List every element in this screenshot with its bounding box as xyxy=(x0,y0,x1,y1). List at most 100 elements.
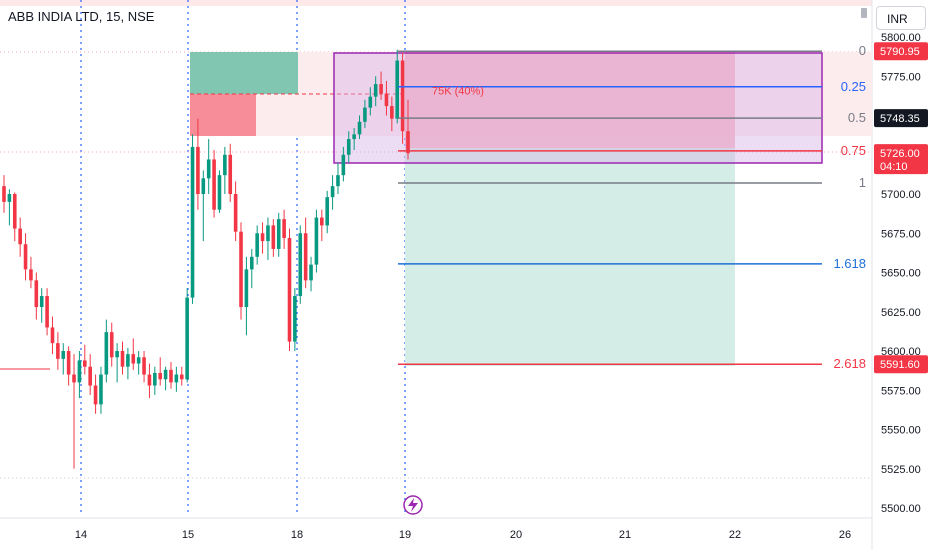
time-tick-label: 22 xyxy=(729,529,741,541)
candle-body[interactable] xyxy=(50,327,55,344)
candle-body[interactable] xyxy=(320,217,324,226)
candle-body[interactable] xyxy=(223,154,227,176)
candle-body[interactable] xyxy=(126,354,130,367)
candle-body[interactable] xyxy=(233,194,238,232)
candle-body[interactable] xyxy=(303,233,308,281)
fib-level-label: 0 xyxy=(859,43,866,58)
price-tag-value: 5748.35 xyxy=(880,113,920,125)
scale-handle-icon[interactable] xyxy=(861,8,867,18)
candle-body[interactable] xyxy=(120,351,125,367)
candle-body[interactable] xyxy=(163,369,168,380)
candle-body[interactable] xyxy=(196,146,200,194)
candle-body[interactable] xyxy=(142,357,146,375)
candle-body[interactable] xyxy=(201,178,206,194)
candle-body[interactable] xyxy=(271,225,276,249)
candle-body[interactable] xyxy=(244,269,249,308)
candle-body[interactable] xyxy=(115,351,119,358)
price-tick-label: 5675.00 xyxy=(881,228,921,240)
time-tick-label: 14 xyxy=(75,529,87,541)
candle-body[interactable] xyxy=(93,385,98,405)
candle-body[interactable] xyxy=(293,296,297,342)
candle-body[interactable] xyxy=(174,374,179,383)
candle-body[interactable] xyxy=(330,186,335,198)
candle-body[interactable] xyxy=(309,264,313,281)
candle-body[interactable] xyxy=(357,121,362,135)
profit-zone xyxy=(405,148,735,366)
candle-body[interactable] xyxy=(190,146,195,298)
candle-body[interactable] xyxy=(228,154,233,194)
candle-body[interactable] xyxy=(99,374,103,405)
candle-body[interactable] xyxy=(352,134,356,140)
candle-body[interactable] xyxy=(363,107,367,122)
candle-body[interactable] xyxy=(249,256,254,270)
candle-body[interactable] xyxy=(153,372,157,386)
candle-body[interactable] xyxy=(346,139,351,155)
fib-retracement[interactable]: 0 0.25 0.5 0.75 1 1.618 2.618 75K (40%) xyxy=(398,43,866,371)
candle-body[interactable] xyxy=(147,374,152,386)
candle-body[interactable] xyxy=(255,233,259,257)
candle-body[interactable] xyxy=(34,280,39,308)
candle-body[interactable] xyxy=(185,297,189,380)
candles-layer[interactable] xyxy=(2,49,410,469)
candle-body[interactable] xyxy=(325,197,329,226)
candle-body[interactable] xyxy=(212,159,216,210)
candle-body[interactable] xyxy=(88,366,92,386)
lightning-icon xyxy=(408,498,418,512)
symbol-title: ABB INDIA LTD, 15, NSE xyxy=(8,9,155,24)
candle-body[interactable] xyxy=(77,360,82,383)
candle-body[interactable] xyxy=(239,231,243,308)
candle-body[interactable] xyxy=(158,372,163,380)
top-range-strip xyxy=(0,0,872,6)
candle-body[interactable] xyxy=(314,217,319,265)
price-tag-mid[interactable] xyxy=(874,109,928,128)
candle-body[interactable] xyxy=(390,106,394,119)
candle-body[interactable] xyxy=(2,186,6,202)
candle-body[interactable] xyxy=(373,84,378,97)
candle-body[interactable] xyxy=(72,374,76,383)
candle-body[interactable] xyxy=(45,296,49,328)
candle-body[interactable] xyxy=(136,357,141,364)
candle-body[interactable] xyxy=(260,233,265,242)
price-tag-high[interactable] xyxy=(874,42,928,61)
candle-body[interactable] xyxy=(39,296,44,308)
candle-body[interactable] xyxy=(61,351,66,359)
candle-body[interactable] xyxy=(266,225,270,242)
candle-body[interactable] xyxy=(169,369,173,383)
currency-selector[interactable]: INR xyxy=(876,6,926,30)
candle-body[interactable] xyxy=(384,93,389,107)
time-axis[interactable]: 14 15 18 19 20 21 22 26 xyxy=(75,495,851,541)
candle-body[interactable] xyxy=(217,175,222,210)
candle-body[interactable] xyxy=(56,343,60,359)
candle-body[interactable] xyxy=(206,159,211,179)
candle-body[interactable] xyxy=(368,96,373,108)
candle-body[interactable] xyxy=(287,237,292,342)
candle-body[interactable] xyxy=(276,219,281,249)
candle-body[interactable] xyxy=(23,244,28,270)
candle-body[interactable] xyxy=(336,175,340,187)
price-tag-last[interactable] xyxy=(874,144,928,175)
time-tick-label: 21 xyxy=(619,529,631,541)
candle-body[interactable] xyxy=(282,219,286,238)
candle-body[interactable] xyxy=(341,154,346,176)
candle-body[interactable] xyxy=(109,332,114,358)
candle-body[interactable] xyxy=(400,60,405,132)
purple-rectangle[interactable] xyxy=(333,52,823,164)
candle-body[interactable] xyxy=(83,360,87,367)
candle-body[interactable] xyxy=(12,194,17,229)
candle-body[interactable] xyxy=(379,84,383,94)
candle-body[interactable] xyxy=(18,228,22,245)
candle-body[interactable] xyxy=(298,233,303,297)
candle-body[interactable] xyxy=(66,351,71,375)
candle-body[interactable] xyxy=(395,60,400,119)
candle-body[interactable] xyxy=(406,131,410,154)
fib-level-label: 1 xyxy=(859,175,866,190)
price-tag-target[interactable] xyxy=(874,355,928,374)
candle-body[interactable] xyxy=(29,269,33,281)
price-tag-value: 5591.60 xyxy=(880,359,920,371)
candle-body[interactable] xyxy=(7,194,12,202)
candle-body[interactable] xyxy=(179,374,184,380)
candle-body[interactable] xyxy=(104,332,109,375)
price-axis[interactable]: 5500.00 5525.00 5550.00 5575.00 5600.00 5625.… xyxy=(861,8,928,515)
candle-body[interactable] xyxy=(131,354,136,364)
